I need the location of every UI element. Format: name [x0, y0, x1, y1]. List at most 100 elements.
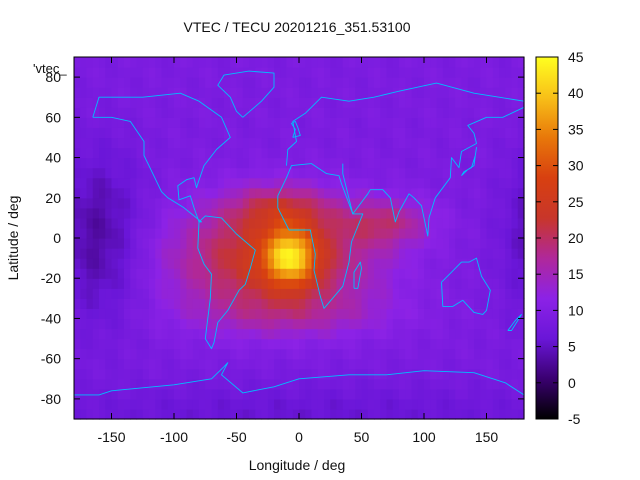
heatmap-cell: [274, 278, 281, 289]
heatmap-cell: [455, 258, 463, 269]
heatmap-cell: [130, 57, 138, 68]
heatmap-cell: [99, 248, 106, 259]
heatmap-cell: [80, 217, 88, 229]
heatmap-cell: [380, 408, 388, 420]
heatmap-cell: [355, 227, 363, 239]
heatmap-cell: [499, 207, 506, 219]
heatmap-cell: [136, 77, 144, 88]
heatmap-cell: [299, 217, 306, 229]
heatmap-cell: [517, 177, 525, 189]
heatmap-cell: [349, 368, 356, 380]
heatmap-cell: [411, 268, 419, 279]
heatmap-cell: [92, 177, 100, 189]
heatmap-cell: [467, 147, 475, 159]
heatmap-cell: [199, 107, 206, 118]
heatmap-cell: [492, 368, 500, 380]
heatmap-cell: [74, 348, 81, 360]
heatmap-cell: [142, 348, 150, 360]
heatmap-cell: [224, 117, 231, 128]
heatmap-cell: [517, 227, 525, 239]
heatmap-cell: [86, 117, 94, 128]
heatmap-cell: [205, 157, 213, 169]
heatmap-cell: [261, 308, 269, 320]
heatmap-cell: [417, 117, 425, 128]
heatmap-cell: [280, 268, 288, 279]
heatmap-cell: [74, 238, 81, 249]
heatmap-cell: [436, 197, 444, 209]
heatmap-cell: [455, 127, 463, 139]
heatmap-cell: [349, 358, 356, 370]
heatmap-cell: [155, 338, 163, 350]
heatmap-cell: [124, 77, 131, 88]
heatmap-cell: [455, 348, 463, 360]
heatmap-cell: [486, 137, 494, 149]
heatmap-cell: [349, 258, 356, 269]
heatmap-cell: [86, 408, 94, 420]
heatmap-cell: [305, 408, 313, 420]
heatmap-cell: [455, 157, 463, 169]
heatmap-cell: [330, 388, 338, 400]
heatmap-cell: [436, 117, 444, 128]
heatmap-cell: [292, 187, 300, 199]
heatmap-cell: [411, 358, 419, 370]
heatmap-cell: [355, 288, 363, 299]
heatmap-cell: [380, 318, 388, 330]
heatmap-cell: [486, 328, 494, 340]
heatmap-cell: [199, 338, 206, 350]
heatmap-cell: [192, 217, 200, 229]
heatmap-cell: [474, 87, 481, 98]
heatmap-cell: [74, 338, 81, 350]
heatmap-cell: [517, 147, 525, 159]
heatmap-cell: [161, 358, 169, 370]
heatmap-cell: [161, 137, 169, 149]
heatmap-cell: [236, 288, 244, 299]
heatmap-cell: [492, 388, 500, 400]
heatmap-cell: [80, 87, 88, 98]
heatmap-cell: [280, 187, 288, 199]
heatmap-cell: [392, 107, 400, 118]
heatmap-cell: [242, 107, 250, 118]
heatmap-cell: [374, 227, 381, 239]
heatmap-cell: [305, 298, 313, 309]
heatmap-cell: [242, 97, 250, 108]
heatmap-cell: [199, 187, 206, 199]
heatmap-cell: [117, 378, 125, 390]
heatmap-cell: [186, 167, 194, 179]
heatmap-cell: [117, 97, 125, 108]
heatmap-cell: [467, 57, 475, 68]
heatmap-cell: [399, 57, 406, 68]
heatmap-cell: [80, 328, 88, 340]
heatmap-cell: [136, 127, 144, 139]
heatmap-cell: [499, 107, 506, 118]
heatmap-cell: [192, 107, 200, 118]
heatmap-cell: [361, 77, 369, 88]
heatmap-cell: [486, 268, 494, 279]
heatmap-cell: [330, 67, 338, 78]
heatmap-cell: [230, 248, 238, 259]
heatmap-cell: [117, 318, 125, 330]
heatmap-cell: [192, 227, 200, 239]
heatmap-cell: [411, 177, 419, 189]
heatmap-cell: [455, 268, 463, 279]
heatmap-cell: [517, 238, 525, 249]
heatmap-cell: [80, 408, 88, 420]
heatmap-cell: [386, 308, 394, 320]
heatmap-cell: [517, 207, 525, 219]
heatmap-cell: [311, 358, 319, 370]
heatmap-cell: [299, 238, 306, 249]
heatmap-cell: [486, 258, 494, 269]
heatmap-cell: [230, 227, 238, 239]
heatmap-cell: [486, 238, 494, 249]
heatmap-cell: [230, 77, 238, 88]
heatmap-cell: [392, 308, 400, 320]
heatmap-cell: [505, 348, 513, 360]
heatmap-cell: [86, 238, 94, 249]
heatmap-cell: [186, 378, 194, 390]
heatmap-cell: [217, 107, 225, 118]
heatmap-cell: [205, 358, 213, 370]
heatmap-cell: [455, 177, 463, 189]
heatmap-cell: [499, 318, 506, 330]
heatmap-cell: [105, 338, 113, 350]
heatmap-cell: [261, 147, 269, 159]
heatmap-cell: [230, 97, 238, 108]
